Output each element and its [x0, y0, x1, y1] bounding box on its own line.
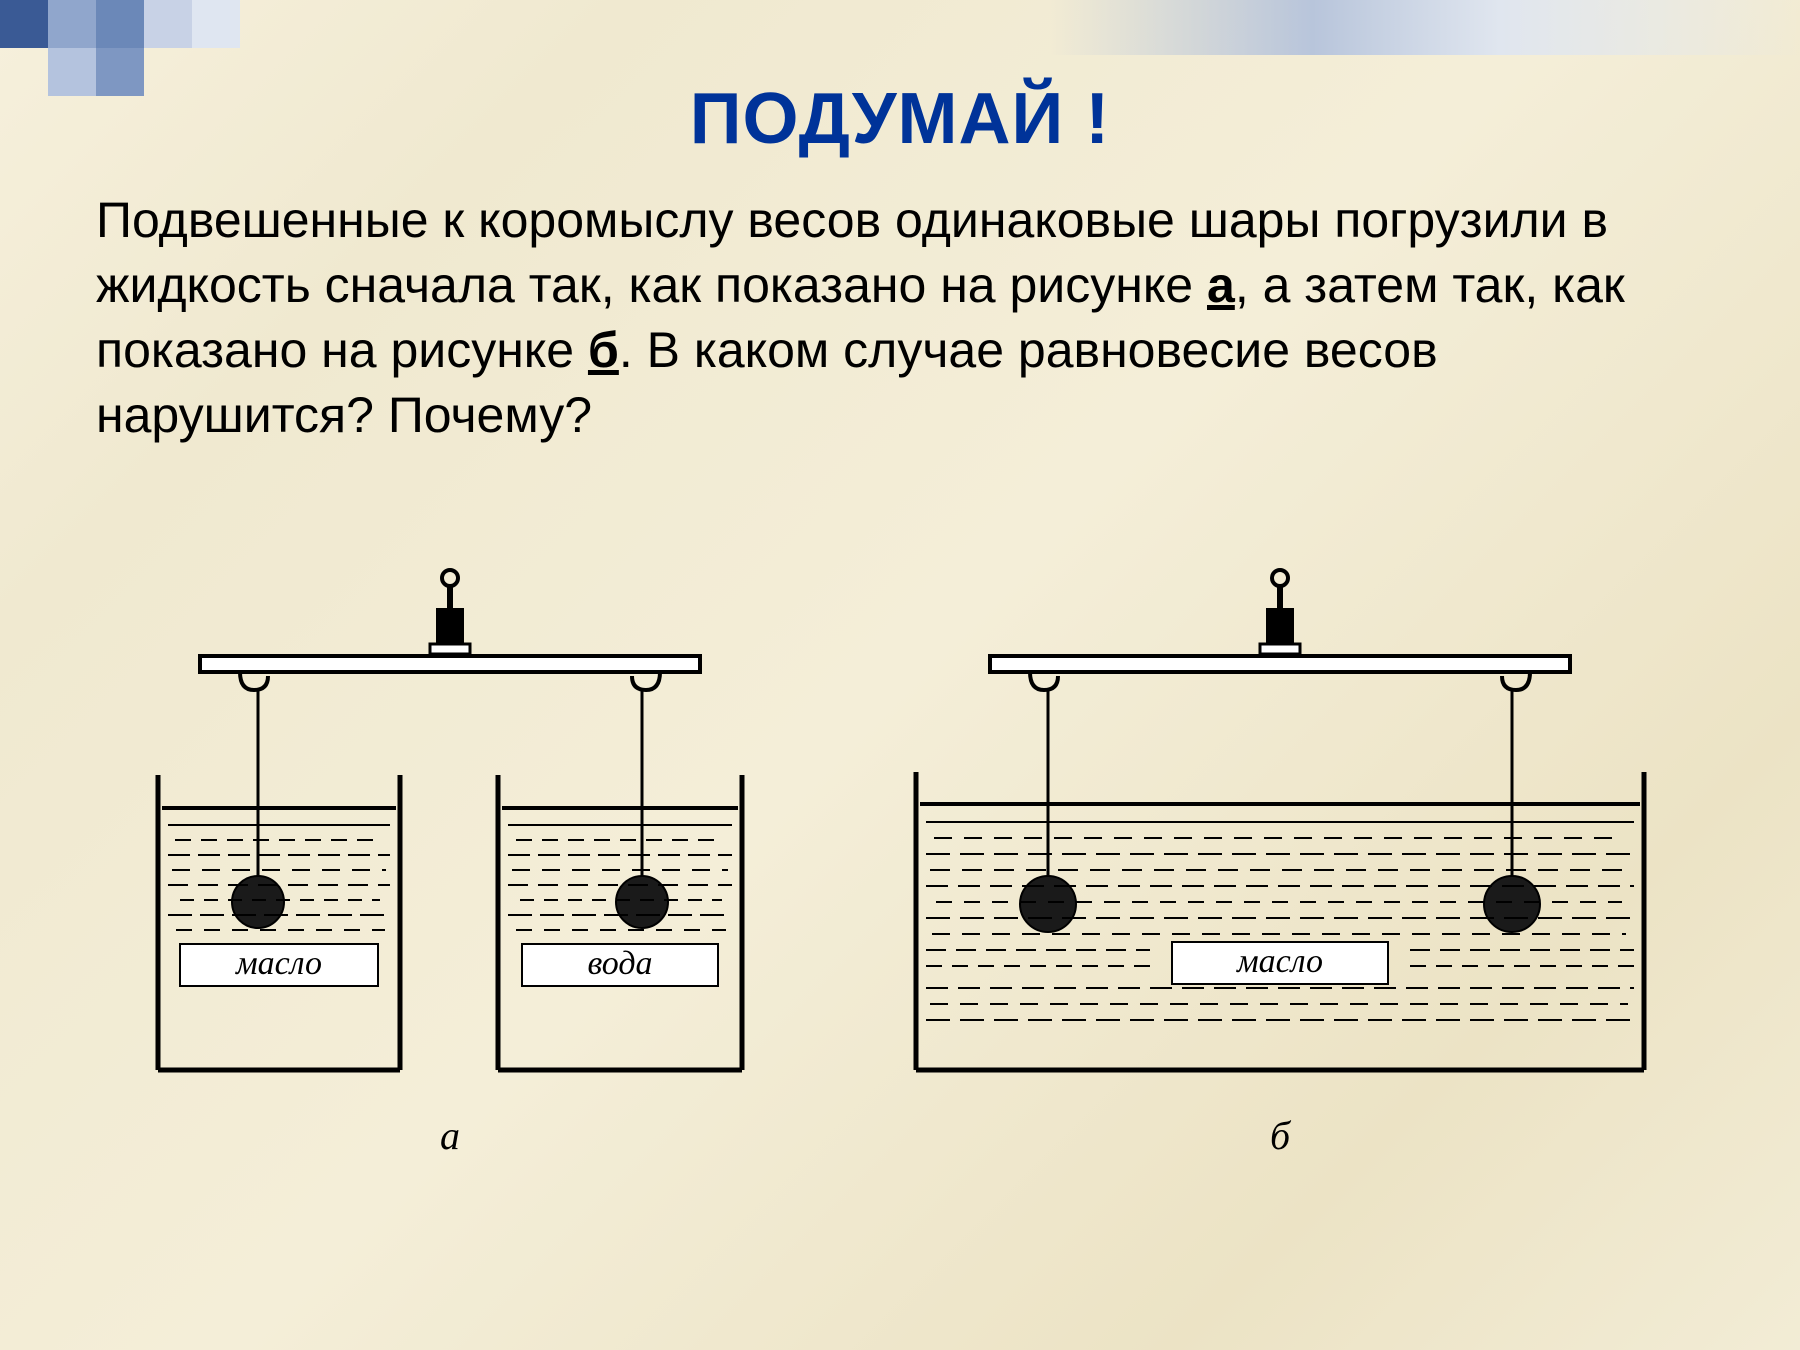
- figure-a-caption: а: [140, 1112, 760, 1159]
- liquid-label-oil-b: масло: [1236, 943, 1323, 980]
- liquid-label-water: вода: [587, 945, 652, 982]
- problem-text: Подвешенные к коромыслу весов одинаковые…: [80, 188, 1720, 448]
- figure-b-svg: масло: [900, 560, 1660, 1090]
- label-a: а: [1207, 257, 1235, 313]
- figure-a-svg: масло вода: [140, 560, 760, 1090]
- figure-b: масло б: [900, 560, 1660, 1159]
- figures-container: масло вода а: [0, 560, 1800, 1159]
- label-b: б: [588, 322, 619, 378]
- top-gradient-bar: [1050, 0, 1800, 55]
- figure-b-caption: б: [900, 1112, 1660, 1159]
- slide-content: ПОДУМАЙ ! Подвешенные к коромыслу весов …: [80, 78, 1720, 448]
- figure-a: масло вода а: [140, 560, 760, 1159]
- liquid-label-oil: масло: [235, 945, 322, 982]
- slide-title: ПОДУМАЙ !: [80, 78, 1720, 160]
